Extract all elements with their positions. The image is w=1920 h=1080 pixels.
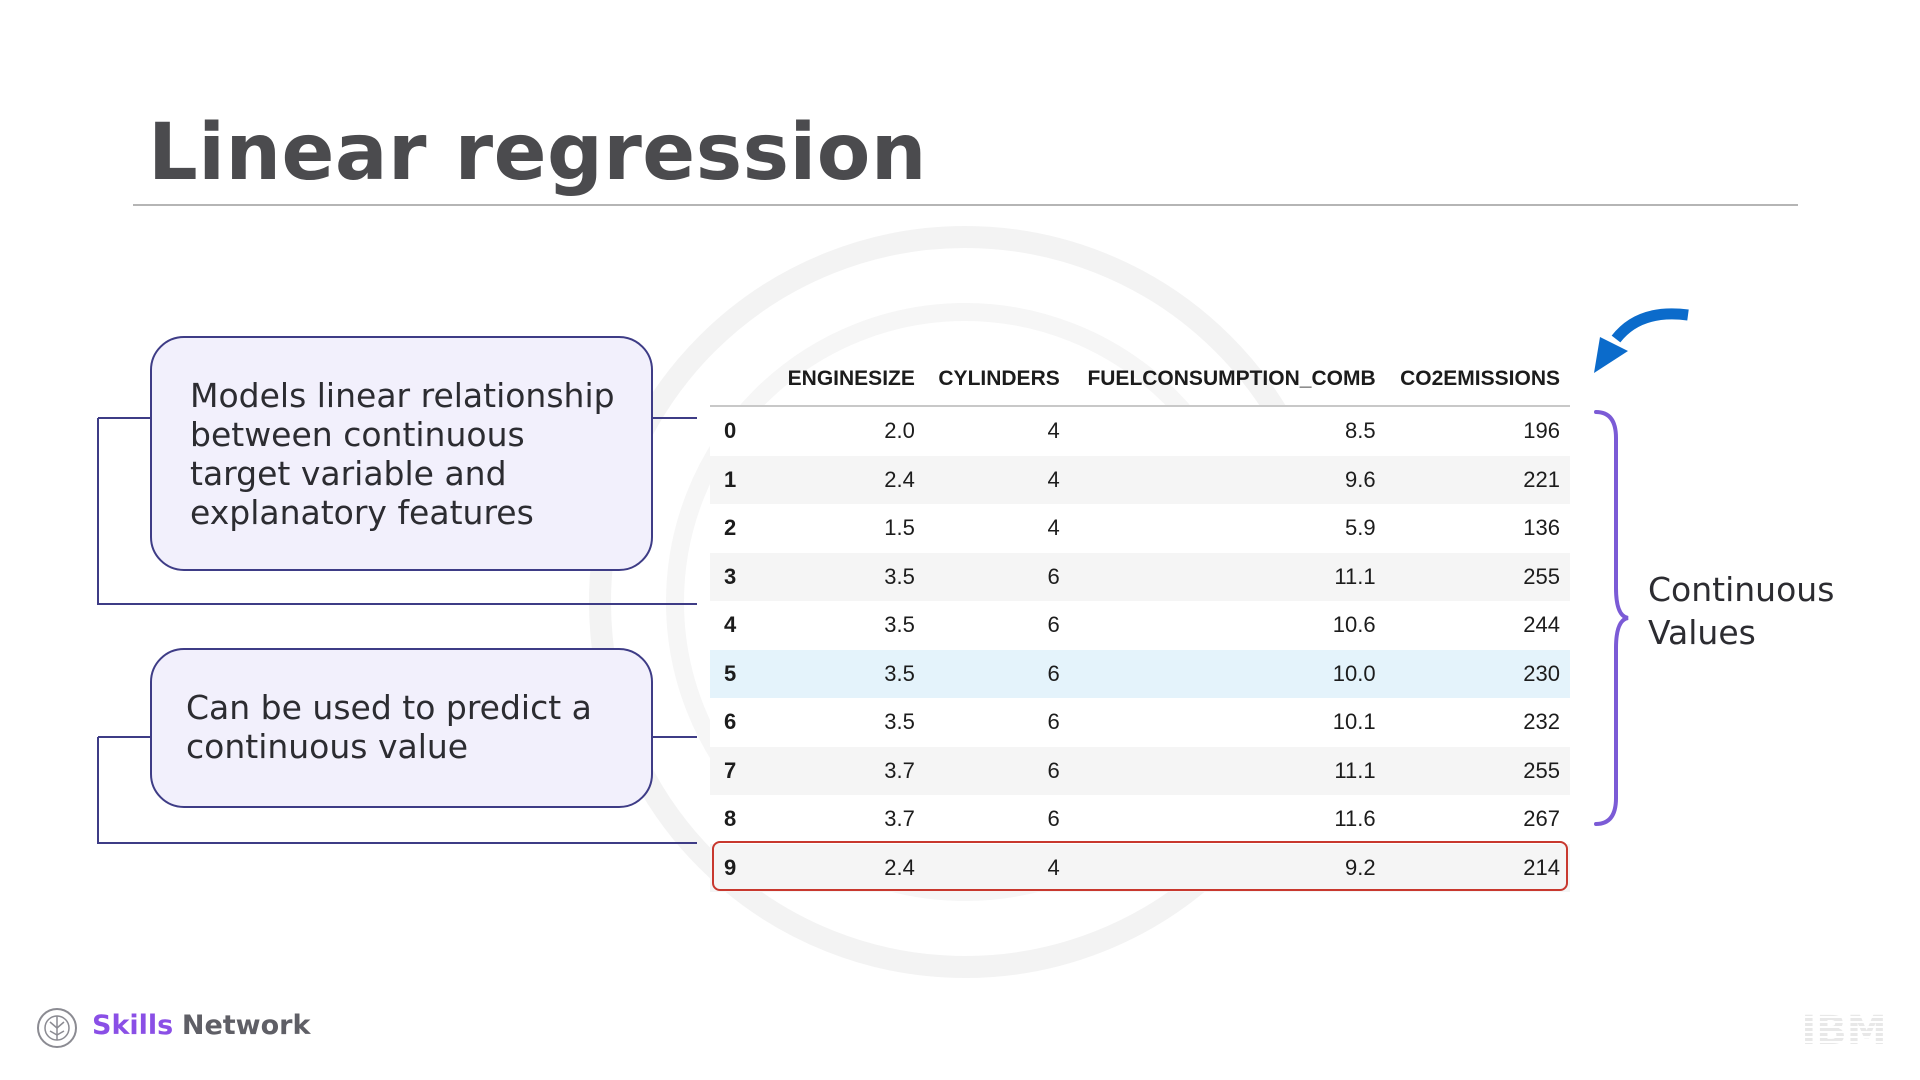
table-row: 0 2.0 4 8.5 196 bbox=[710, 406, 1570, 456]
table-cell: 4 bbox=[924, 843, 1070, 892]
label-line: Values bbox=[1648, 613, 1756, 652]
table-cell: 214 bbox=[1385, 843, 1570, 892]
table-row-outlined: 9 2.4 4 9.2 214 bbox=[710, 843, 1570, 892]
skills-network-logo-icon bbox=[37, 1008, 77, 1048]
row-index: 3 bbox=[710, 552, 774, 601]
table-cell: 2.0 bbox=[774, 406, 925, 456]
column-header-cylinders: CYLINDERS bbox=[924, 353, 1070, 407]
table-cell: 4 bbox=[924, 455, 1070, 504]
row-index: 2 bbox=[710, 504, 774, 553]
table-row: 2 1.5 4 5.9 136 bbox=[710, 504, 1570, 553]
row-index: 7 bbox=[710, 746, 774, 795]
table-row: 1 2.4 4 9.6 221 bbox=[710, 455, 1570, 504]
table-cell: 6 bbox=[924, 601, 1070, 650]
curved-arrow-icon bbox=[1594, 308, 1689, 373]
table-cell: 3.5 bbox=[774, 552, 925, 601]
label-line: Continuous bbox=[1648, 570, 1835, 609]
row-index: 0 bbox=[710, 406, 774, 456]
table-cell: 232 bbox=[1385, 698, 1570, 747]
table-cell: 3.7 bbox=[774, 795, 925, 844]
table-header-row: ENGINESIZE CYLINDERS FUELCONSUMPTION_COM… bbox=[710, 353, 1570, 407]
row-index: 9 bbox=[710, 843, 774, 892]
svg-text:IBM: IBM bbox=[1801, 1008, 1886, 1048]
column-header-index bbox=[710, 353, 774, 407]
callout-line: Models linear relationship bbox=[190, 376, 615, 415]
callout-line: between continuous bbox=[190, 415, 525, 454]
table-cell: 3.5 bbox=[774, 649, 925, 698]
table-cell: 3.7 bbox=[774, 746, 925, 795]
table-cell: 255 bbox=[1385, 746, 1570, 795]
table-cell: 10.0 bbox=[1069, 649, 1386, 698]
table-cell: 4 bbox=[924, 406, 1070, 456]
table-row: 6 3.5 6 10.1 232 bbox=[710, 698, 1570, 747]
column-header-fuelconsumption: FUELCONSUMPTION_COMB bbox=[1069, 353, 1386, 407]
row-index: 1 bbox=[710, 455, 774, 504]
skills-network-brand: Skills Network bbox=[92, 1010, 310, 1041]
table-cell: 2.4 bbox=[774, 455, 925, 504]
table-cell: 9.2 bbox=[1069, 843, 1386, 892]
table-cell: 6 bbox=[924, 649, 1070, 698]
row-index: 5 bbox=[710, 649, 774, 698]
table-row: 3 3.5 6 11.1 255 bbox=[710, 552, 1570, 601]
table-cell: 6 bbox=[924, 552, 1070, 601]
callout-line: target variable and bbox=[190, 454, 507, 493]
ibm-logo-icon: IBM bbox=[1801, 1008, 1886, 1048]
table-cell: 3.5 bbox=[774, 601, 925, 650]
row-outline-highlight bbox=[712, 841, 1568, 891]
table-cell: 3.5 bbox=[774, 698, 925, 747]
table-row: 4 3.5 6 10.6 244 bbox=[710, 601, 1570, 650]
continuous-values-label: Continuous Values bbox=[1648, 568, 1834, 654]
dataframe-table: ENGINESIZE CYLINDERS FUELCONSUMPTION_COM… bbox=[710, 353, 1570, 892]
table-cell: 230 bbox=[1385, 649, 1570, 698]
table-row-highlighted: 5 3.5 6 10.0 230 bbox=[710, 649, 1570, 698]
callout-line: Can be used to predict a bbox=[186, 688, 592, 727]
brand-skills: Skills bbox=[92, 1010, 174, 1041]
table-cell: 4 bbox=[924, 504, 1070, 553]
row-index: 8 bbox=[710, 795, 774, 844]
table-cell: 255 bbox=[1385, 552, 1570, 601]
table-row: 7 3.7 6 11.1 255 bbox=[710, 746, 1570, 795]
brand-network: Network bbox=[181, 1010, 311, 1041]
table-cell: 11.1 bbox=[1069, 552, 1386, 601]
callout-linear-relationship: Models linear relationship between conti… bbox=[150, 336, 653, 571]
table-cell: 9.6 bbox=[1069, 455, 1386, 504]
callout-line: continuous value bbox=[186, 727, 469, 766]
table-cell: 221 bbox=[1385, 455, 1570, 504]
table-row: 8 3.7 6 11.6 267 bbox=[710, 795, 1570, 844]
column-header-co2emissions: CO2EMISSIONS bbox=[1385, 353, 1570, 407]
column-header-enginesize: ENGINESIZE bbox=[774, 353, 925, 407]
table-cell: 6 bbox=[924, 795, 1070, 844]
table-cell: 10.6 bbox=[1069, 601, 1386, 650]
table-cell: 8.5 bbox=[1069, 406, 1386, 456]
table-cell: 1.5 bbox=[774, 504, 925, 553]
title-divider bbox=[133, 204, 1798, 206]
table-cell: 11.6 bbox=[1069, 795, 1386, 844]
table-cell: 267 bbox=[1385, 795, 1570, 844]
table-cell: 11.1 bbox=[1069, 746, 1386, 795]
table-cell: 5.9 bbox=[1069, 504, 1386, 553]
callout-line: explanatory features bbox=[190, 493, 534, 532]
row-index: 4 bbox=[710, 601, 774, 650]
table-cell: 6 bbox=[924, 698, 1070, 747]
table-cell: 2.4 bbox=[774, 843, 925, 892]
table-cell: 10.1 bbox=[1069, 698, 1386, 747]
row-index: 6 bbox=[710, 698, 774, 747]
table-cell: 244 bbox=[1385, 601, 1570, 650]
table-cell: 6 bbox=[924, 746, 1070, 795]
table-cell: 196 bbox=[1385, 406, 1570, 456]
page-title: Linear regression bbox=[148, 108, 927, 198]
callout-predict-continuous: Can be used to predict a continuous valu… bbox=[150, 648, 653, 808]
table-cell: 136 bbox=[1385, 504, 1570, 553]
curly-brace-icon bbox=[1594, 410, 1629, 826]
